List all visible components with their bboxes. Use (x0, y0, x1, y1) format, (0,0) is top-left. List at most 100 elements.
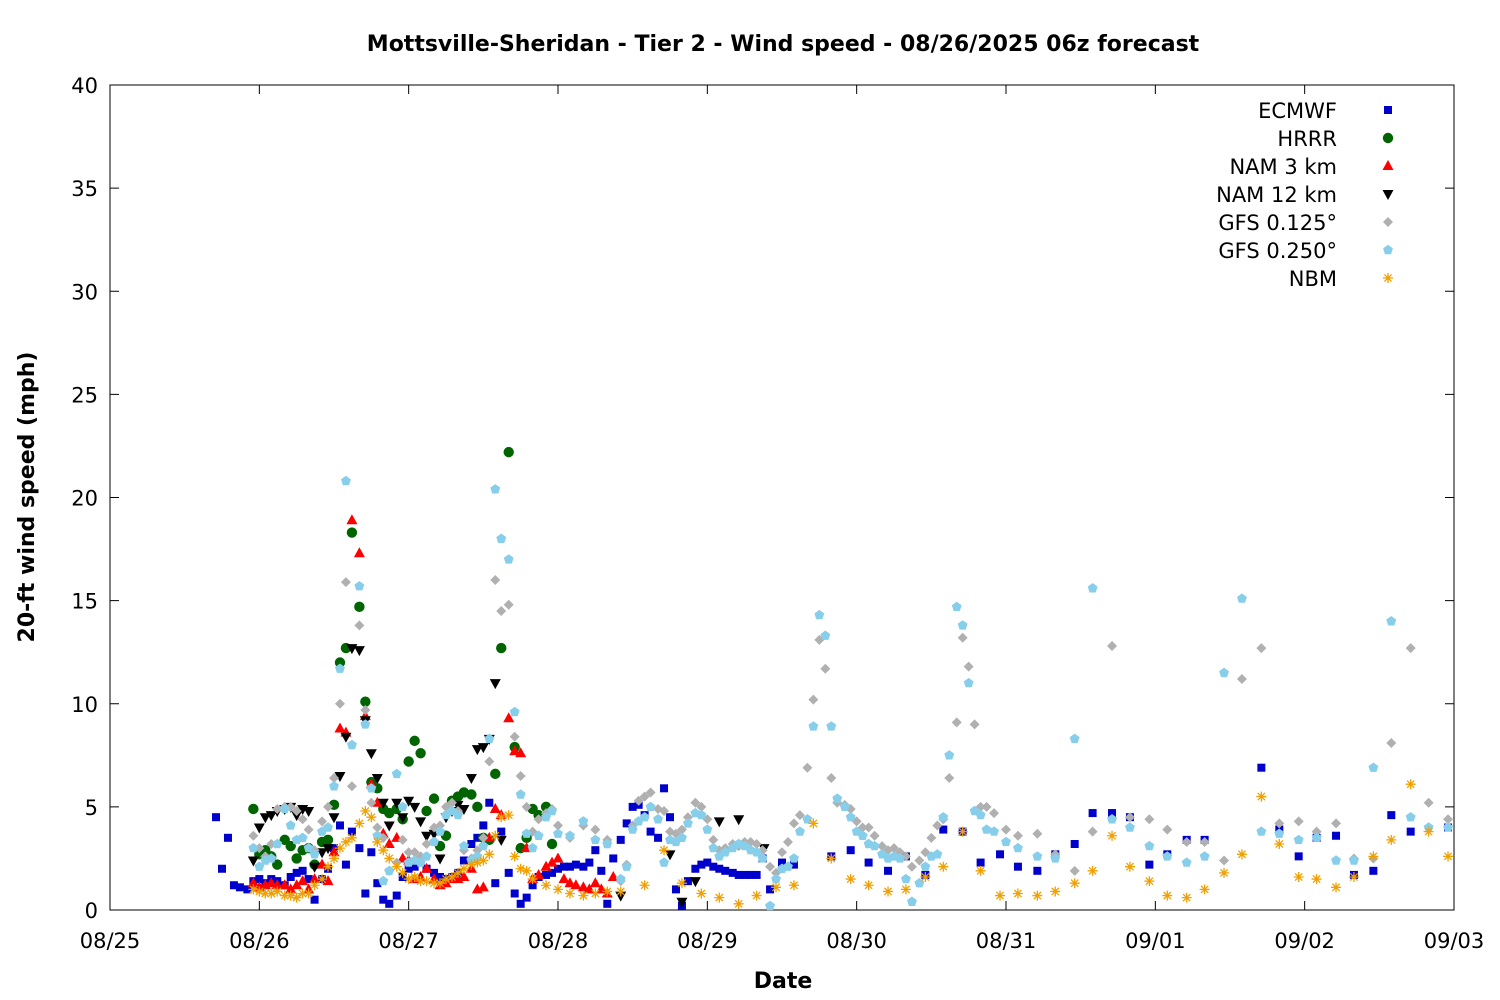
data-point (1125, 822, 1135, 832)
data-point (354, 601, 365, 613)
data-point (265, 811, 277, 822)
data-point (757, 853, 768, 863)
data-point (452, 867, 463, 878)
data-point (778, 858, 786, 867)
data-point (340, 577, 351, 588)
data-point (298, 866, 307, 875)
data-point (322, 844, 334, 855)
data-point (317, 816, 328, 827)
data-point (869, 830, 880, 841)
data-point (691, 864, 700, 873)
data-point (676, 878, 687, 889)
data-point (1386, 834, 1397, 845)
data-point (615, 873, 626, 884)
data-point (472, 857, 483, 868)
data-point (309, 849, 320, 859)
data-point (247, 877, 259, 888)
data-point (253, 823, 265, 834)
data-point (808, 721, 819, 731)
data-point (409, 847, 420, 858)
legend-label: ECMWF (1258, 99, 1337, 123)
data-point (542, 870, 551, 879)
data-point (472, 801, 483, 813)
data-point (696, 809, 707, 820)
data-point (788, 880, 799, 891)
data-point (377, 798, 389, 809)
data-point (771, 873, 781, 884)
data-point (826, 773, 837, 783)
data-point (721, 866, 730, 875)
data-point (303, 888, 314, 899)
data-point (1423, 826, 1434, 837)
data-point (522, 893, 531, 902)
data-point (696, 801, 707, 812)
y-axis-label: 20-ft wind speed (mph) (15, 352, 40, 643)
data-point (322, 834, 334, 846)
data-point (622, 819, 631, 828)
data-point (564, 877, 576, 888)
data-point (317, 874, 328, 885)
data-point (297, 814, 308, 825)
data-point (360, 806, 371, 816)
data-point (403, 847, 414, 858)
data-point (397, 801, 408, 812)
data-point (540, 860, 552, 871)
data-point (291, 853, 302, 864)
data-point (248, 803, 259, 815)
data-point (397, 834, 408, 845)
data-point (340, 732, 352, 743)
data-point (266, 853, 277, 863)
data-point (1199, 836, 1210, 847)
data-point (1162, 890, 1173, 901)
data-point (409, 872, 420, 882)
data-point (353, 547, 365, 558)
data-point (496, 605, 507, 616)
data-point (1069, 733, 1080, 743)
data-point (609, 854, 618, 863)
data-point (789, 860, 798, 869)
data-point (466, 859, 477, 870)
data-point (733, 815, 745, 826)
data-point (708, 834, 719, 845)
data-point (297, 888, 308, 899)
data-point (446, 872, 457, 882)
data-point (533, 814, 544, 825)
data-point (590, 888, 601, 899)
data-point (981, 824, 992, 834)
data-point (654, 833, 663, 842)
data-point (733, 898, 744, 909)
data-point (571, 860, 580, 869)
data-point (496, 812, 507, 823)
data-point (906, 861, 917, 872)
data-point (384, 865, 395, 875)
data-point (285, 840, 296, 852)
data-point (279, 879, 291, 890)
data-point (1368, 851, 1379, 862)
data-point (1219, 867, 1230, 878)
data-point (1219, 667, 1229, 677)
data-point (479, 821, 488, 830)
data-point (603, 899, 612, 908)
data-point (434, 854, 446, 865)
data-point (547, 805, 557, 816)
legend-marker (1384, 106, 1392, 114)
data-point (676, 824, 687, 835)
data-point (989, 826, 999, 836)
data-point (248, 842, 259, 853)
data-point (430, 868, 439, 877)
data-point (291, 806, 302, 816)
data-point (497, 827, 506, 836)
data-point (578, 890, 589, 901)
data-point (577, 881, 589, 892)
legend-marker (1382, 190, 1394, 200)
plot-frame (109, 84, 1455, 911)
data-point (1293, 872, 1304, 882)
data-point (467, 840, 476, 848)
data-point (365, 749, 377, 760)
data-point (996, 850, 1005, 859)
data-point (265, 877, 277, 888)
data-point (1405, 643, 1416, 654)
data-point (1069, 865, 1080, 876)
data-point (328, 813, 340, 824)
data-point (466, 789, 477, 800)
